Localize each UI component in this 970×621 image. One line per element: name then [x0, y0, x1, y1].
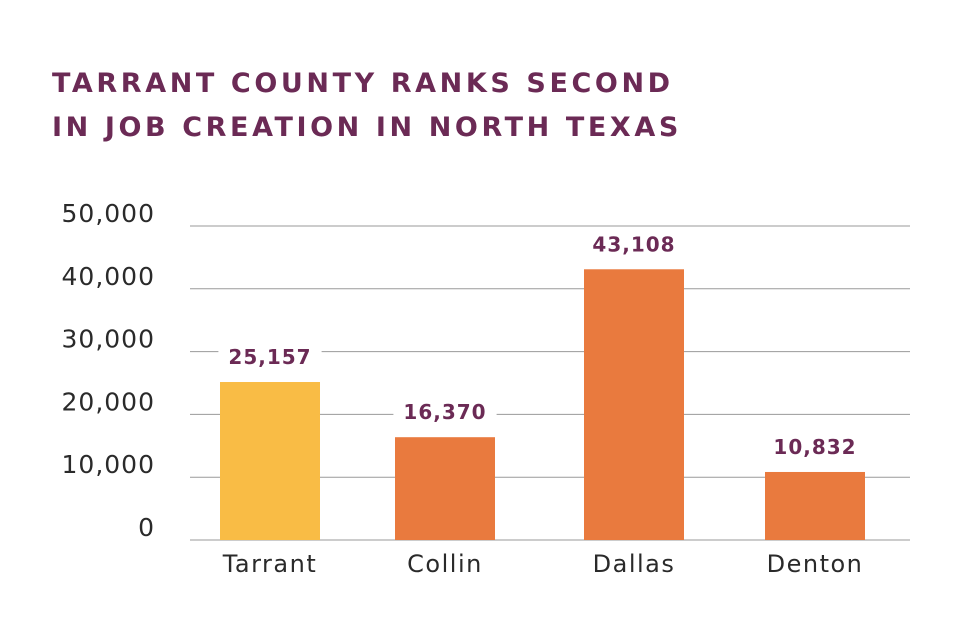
bars: [220, 269, 865, 540]
category-label-collin: Collin: [407, 550, 483, 578]
y-tick-label-30000: 30,000: [62, 325, 155, 354]
value-label-collin: 16,370: [403, 400, 486, 424]
category-label-tarrant: Tarrant: [222, 550, 318, 578]
y-axis-tick-labels: 0 10,000 20,000 30,000 40,000 50,000: [62, 199, 155, 542]
bar-denton: [765, 471, 865, 540]
chart-title: TARRANT COUNTY RANKS SECOND IN JOB CREAT…: [52, 62, 682, 150]
category-labels: Tarrant Collin Dallas Denton: [222, 550, 864, 578]
value-label-denton: 10,832: [773, 435, 856, 459]
bar-tarrant: [220, 382, 320, 540]
y-tick-label-0: 0: [138, 513, 155, 542]
y-tick-label-20000: 20,000: [62, 387, 155, 416]
chart-title-line-1: TARRANT COUNTY RANKS SECOND: [52, 68, 674, 99]
category-label-denton: Denton: [767, 550, 864, 578]
chart-title-line-2: IN JOB CREATION IN NORTH TEXAS: [52, 112, 682, 143]
value-labels: 25,157 16,370 43,108 10,832: [228, 232, 856, 459]
value-label-dallas: 43,108: [592, 232, 675, 256]
y-tick-label-50000: 50,000: [62, 199, 155, 228]
bar-collin: [395, 437, 495, 540]
value-label-tarrant: 25,157: [228, 345, 311, 369]
y-tick-label-40000: 40,000: [62, 262, 155, 291]
category-label-dallas: Dallas: [593, 550, 676, 578]
bar-dallas: [584, 269, 684, 540]
y-tick-label-10000: 10,000: [62, 450, 155, 479]
